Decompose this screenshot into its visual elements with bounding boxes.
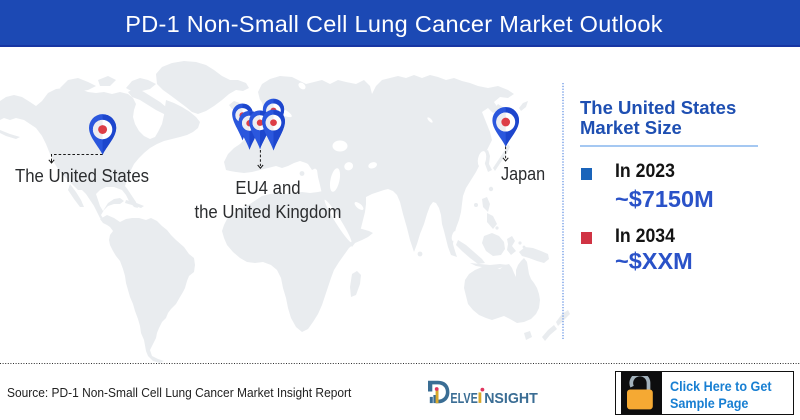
svg-text:NSIGHT: NSIGHT [484, 391, 538, 407]
svg-text:ELVE: ELVE [450, 391, 478, 407]
